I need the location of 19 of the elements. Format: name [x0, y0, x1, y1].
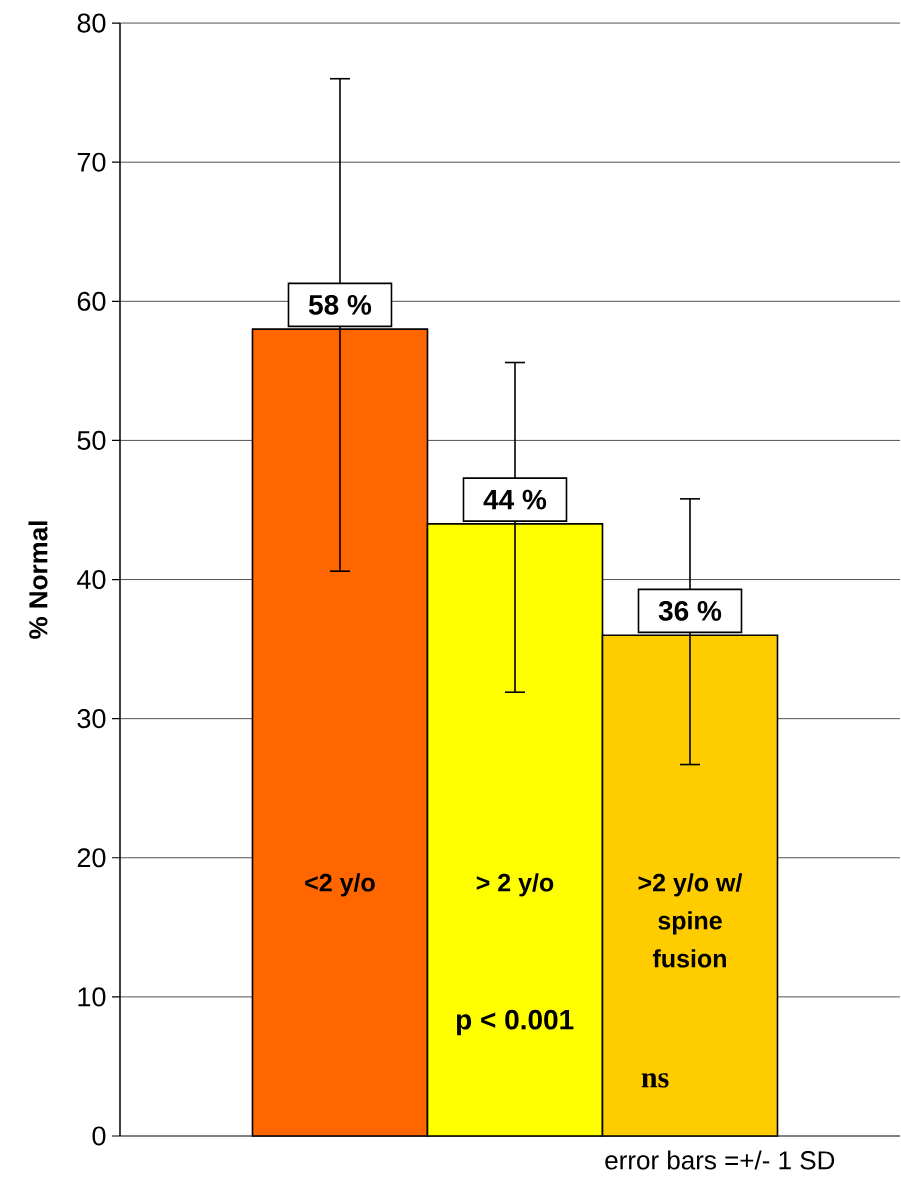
y-tick-label: 40: [77, 569, 106, 590]
y-tick-label: 20: [77, 848, 106, 868]
annotation: p < 0.001: [456, 1009, 574, 1036]
annotation: ns: [641, 1073, 669, 1088]
data-label: 36 %: [658, 600, 722, 621]
data-label: 58 %: [308, 294, 372, 315]
data-label: 44 %: [483, 489, 547, 510]
y-tick-label: 30: [77, 709, 106, 729]
x-tick-label: >2 y/o w/ spine fusion: [638, 873, 743, 968]
y-tick-label: 50: [77, 430, 106, 450]
y-tick-label: 60: [77, 291, 106, 311]
y-tick-label: 70: [77, 152, 106, 172]
y-tick-label: 0: [92, 1126, 106, 1146]
y-tick-label: 10: [78, 987, 106, 1007]
x-tick-label: > 2 y/o: [476, 873, 554, 897]
y-axis-title: % Normal: [28, 521, 48, 639]
x-tick-label: <2 y/o: [305, 873, 375, 897]
text: error bars =+/- 1 SD: [605, 1150, 835, 1170]
y-tick-label: 80: [77, 13, 106, 33]
